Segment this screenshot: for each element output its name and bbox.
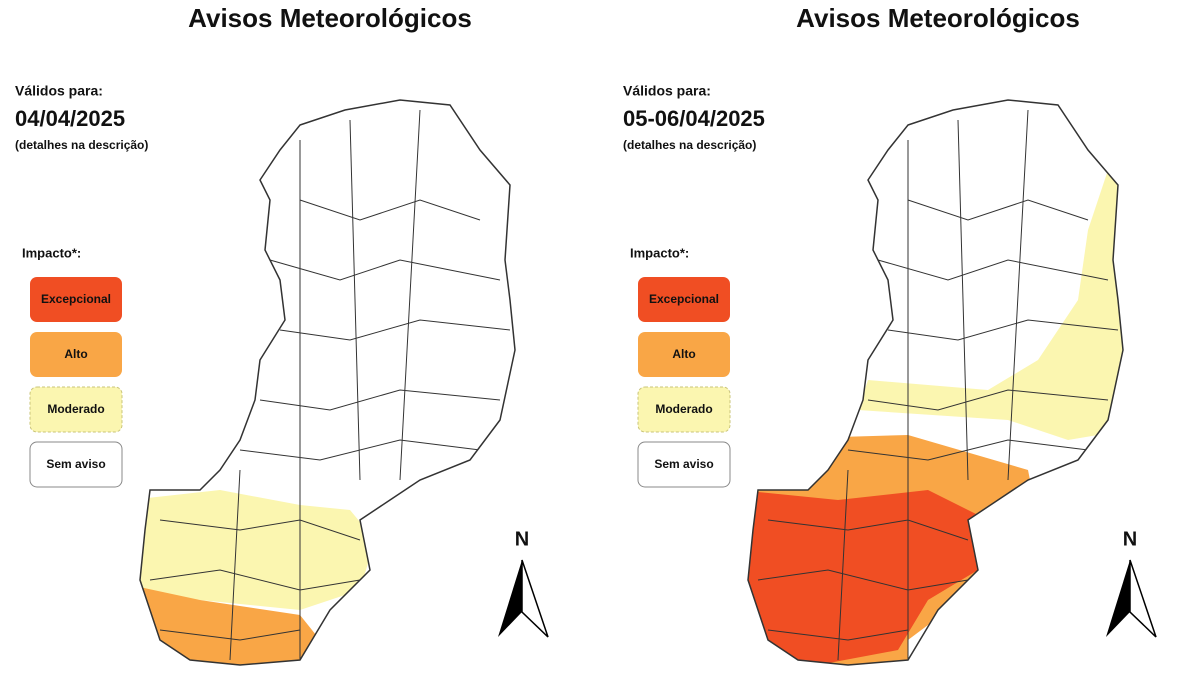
legend-swatch [637, 441, 731, 488]
date: 05-06/04/2025 [623, 106, 765, 131]
title: Avisos Meteorológicos [188, 3, 472, 33]
legend-swatch [29, 386, 123, 433]
date: 04/04/2025 [15, 106, 125, 131]
title: Avisos Meteorológicos [796, 3, 1080, 33]
legend-title: Impacto*: [22, 245, 81, 260]
north-arrow-left [498, 560, 522, 637]
north-arrow-right [1129, 559, 1157, 638]
panel: Avisos Meteorológicos Válidos para: 05-06/… [623, 3, 1157, 638]
legend-label: Excepcional [41, 292, 111, 306]
north-label: N [1123, 528, 1137, 550]
panel: Avisos Meteorológicos Válidos para: 04/04/… [15, 3, 549, 638]
north-label: N [515, 528, 529, 550]
legend-swatch [30, 332, 122, 377]
details: (detalhes na descrição) [623, 138, 756, 152]
north-arrow-left [1106, 560, 1130, 637]
legend-label: Alto [64, 347, 87, 361]
north-arrow-right [521, 559, 549, 638]
legend-label: Alto [672, 347, 695, 361]
legend-title: Impacto*: [630, 245, 689, 260]
legend-label: Moderado [655, 402, 712, 416]
legend-swatch [638, 332, 730, 377]
legend-swatch [30, 277, 122, 322]
valid-label: Válidos para: [623, 83, 711, 99]
details: (detalhes na descrição) [15, 138, 148, 152]
legend-label: Excepcional [649, 292, 719, 306]
legend-swatch [637, 386, 731, 433]
map [747, 99, 1124, 666]
legend-label: Sem aviso [46, 457, 105, 471]
legend-label: Sem aviso [654, 457, 713, 471]
valid-label: Válidos para: [15, 83, 103, 99]
legend-swatch [29, 441, 123, 488]
map [139, 99, 516, 666]
legend-swatch [638, 277, 730, 322]
legend-label: Moderado [47, 402, 104, 416]
